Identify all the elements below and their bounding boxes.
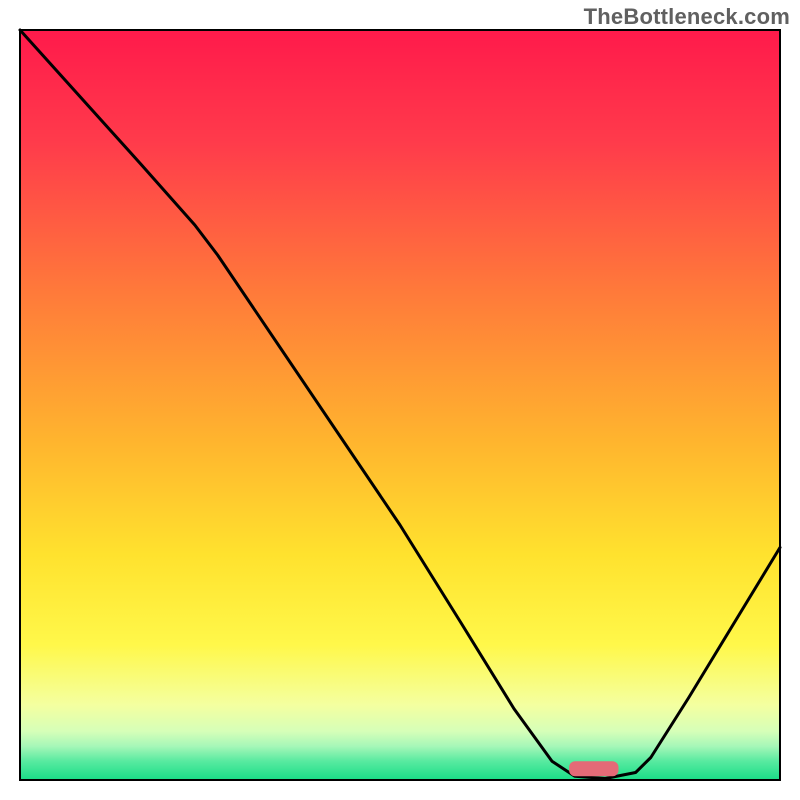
optimal-marker (569, 761, 618, 776)
chart-stage: TheBottleneck.com (0, 0, 800, 800)
plot-area (20, 30, 780, 780)
bottleneck-chart (0, 0, 800, 800)
gradient-background (20, 30, 780, 780)
